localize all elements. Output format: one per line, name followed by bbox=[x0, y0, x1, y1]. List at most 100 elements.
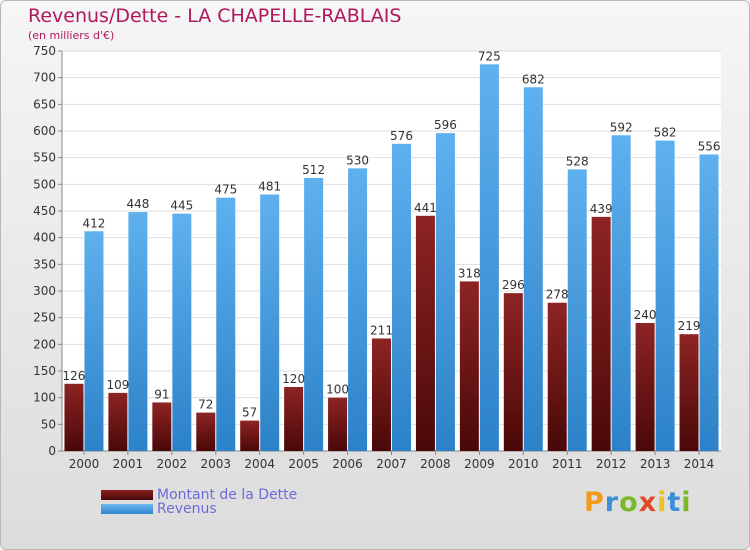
x-tick-label: 2004 bbox=[244, 457, 275, 471]
y-tick-label: 550 bbox=[33, 151, 56, 165]
bar-debt bbox=[328, 397, 348, 451]
bar-revenue bbox=[523, 87, 543, 452]
bar-revenue bbox=[479, 64, 499, 452]
y-tick-label: 150 bbox=[33, 364, 56, 378]
bar-debt bbox=[152, 402, 172, 451]
x-tick-label: 2003 bbox=[200, 457, 231, 471]
data-label-debt: 439 bbox=[590, 202, 613, 216]
data-label-revenue: 576 bbox=[390, 129, 413, 143]
data-label-debt: 441 bbox=[414, 201, 437, 215]
x-tick-label: 2007 bbox=[376, 457, 407, 471]
revenue-swatch bbox=[101, 504, 153, 514]
data-label-debt: 296 bbox=[502, 278, 525, 292]
bar-debt bbox=[459, 281, 479, 451]
bar-revenue bbox=[260, 194, 280, 451]
y-tick-label: 200 bbox=[33, 337, 56, 351]
x-tick-label: 2010 bbox=[508, 457, 539, 471]
x-tick-label: 2001 bbox=[113, 457, 144, 471]
data-label-debt: 318 bbox=[458, 266, 481, 280]
y-tick-label: 0 bbox=[48, 444, 56, 458]
bar-debt bbox=[240, 420, 260, 451]
data-label-revenue: 512 bbox=[302, 163, 325, 177]
data-label-revenue: 582 bbox=[654, 126, 677, 140]
data-label-revenue: 481 bbox=[258, 179, 281, 193]
y-tick-label: 750 bbox=[33, 44, 56, 58]
bar-revenue bbox=[348, 168, 368, 452]
debt-swatch bbox=[101, 490, 153, 500]
data-label-revenue: 475 bbox=[214, 183, 237, 197]
data-label-revenue: 528 bbox=[566, 154, 589, 168]
bar-debt bbox=[372, 338, 391, 451]
x-tick-label: 2000 bbox=[69, 457, 100, 471]
y-tick-label: 700 bbox=[33, 71, 56, 85]
x-tick-label: 2008 bbox=[420, 457, 451, 471]
y-tick-label: 350 bbox=[33, 257, 56, 271]
data-label-revenue: 448 bbox=[126, 197, 149, 211]
bar-debt bbox=[547, 302, 567, 451]
legend-item-debt: Montant de la Dette bbox=[101, 487, 297, 503]
data-label-debt: 100 bbox=[326, 383, 349, 397]
bar-revenue bbox=[611, 135, 631, 451]
data-label-debt: 240 bbox=[634, 308, 657, 322]
y-tick-label: 300 bbox=[33, 284, 56, 298]
bar-debt bbox=[635, 323, 655, 451]
x-tick-label: 2005 bbox=[288, 457, 319, 471]
bar-debt bbox=[503, 293, 523, 451]
bar-debt bbox=[591, 216, 611, 451]
bar-debt bbox=[196, 412, 216, 451]
data-label-debt: 126 bbox=[63, 369, 86, 383]
data-label-debt: 72 bbox=[198, 398, 213, 412]
data-label-revenue: 530 bbox=[346, 153, 369, 167]
bar-debt bbox=[415, 215, 435, 451]
y-tick-label: 600 bbox=[33, 124, 56, 138]
y-tick-label: 250 bbox=[33, 311, 56, 325]
plot-area bbox=[62, 51, 721, 451]
bar-debt bbox=[108, 392, 128, 451]
x-tick-label: 2014 bbox=[684, 457, 715, 471]
logo-letter: r bbox=[604, 487, 620, 518]
data-label-debt: 109 bbox=[106, 378, 129, 392]
data-label-revenue: 596 bbox=[434, 118, 457, 132]
data-label-revenue: 445 bbox=[170, 199, 193, 213]
chart-subtitle: (en milliers d'€) bbox=[28, 29, 115, 42]
data-label-revenue: 556 bbox=[698, 139, 721, 153]
bar-debt bbox=[679, 334, 699, 451]
proxiti-logo: Proxiti bbox=[584, 487, 692, 518]
data-label-revenue: 682 bbox=[522, 72, 545, 86]
data-label-debt: 120 bbox=[282, 372, 305, 386]
legend-label-revenue: Revenus bbox=[157, 501, 217, 517]
legend-item-revenue: Revenus bbox=[101, 501, 217, 517]
bar-revenue bbox=[435, 133, 455, 451]
bar-revenue bbox=[84, 231, 104, 451]
bar-revenue bbox=[655, 140, 675, 451]
y-tick-label: 500 bbox=[33, 177, 56, 191]
logo-letter: o bbox=[619, 487, 639, 518]
bar-debt bbox=[64, 383, 84, 451]
data-label-debt: 57 bbox=[242, 406, 257, 420]
x-tick-label: 2012 bbox=[596, 457, 627, 471]
logo-letter: P bbox=[584, 487, 605, 518]
logo-letter: i bbox=[657, 487, 668, 518]
logo-letter: x bbox=[638, 487, 658, 518]
data-label-debt: 211 bbox=[370, 323, 393, 337]
data-label-revenue: 592 bbox=[610, 120, 633, 134]
bar-revenue bbox=[128, 212, 148, 451]
y-tick-label: 50 bbox=[41, 417, 56, 431]
bar-revenue bbox=[304, 177, 324, 451]
y-tick-label: 450 bbox=[33, 204, 56, 218]
bar-revenue bbox=[567, 169, 587, 451]
logo-letter: t bbox=[667, 487, 682, 518]
bar-revenue bbox=[699, 154, 719, 451]
x-tick-label: 2002 bbox=[157, 457, 188, 471]
x-tick-label: 2006 bbox=[332, 457, 363, 471]
data-label-debt: 91 bbox=[154, 387, 169, 401]
bar-debt bbox=[284, 387, 304, 451]
x-tick-label: 2013 bbox=[640, 457, 671, 471]
data-label-debt: 278 bbox=[546, 288, 569, 302]
bar-revenue bbox=[216, 197, 236, 451]
x-tick-label: 2011 bbox=[552, 457, 583, 471]
y-tick-label: 650 bbox=[33, 97, 56, 111]
data-label-revenue: 725 bbox=[478, 49, 501, 63]
